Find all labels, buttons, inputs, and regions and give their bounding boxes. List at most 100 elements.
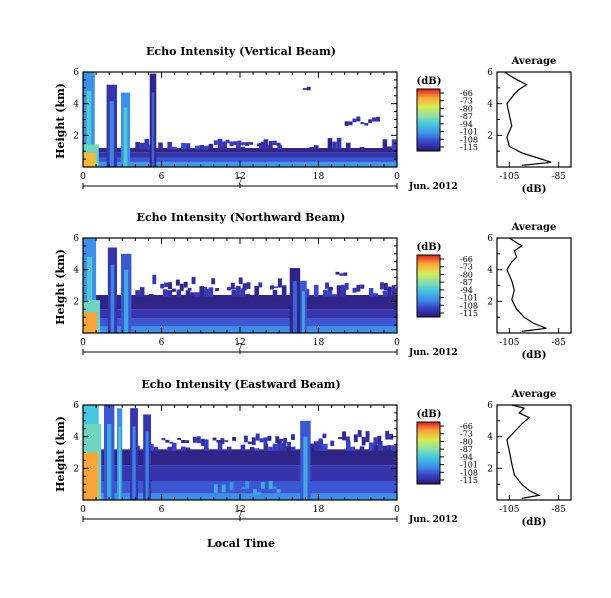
average-profile-panel: Average 2 4 6 -105 -85 (dB): [487, 56, 572, 195]
echo-cell: [254, 285, 259, 297]
echo-layer: [83, 481, 397, 494]
echo-cell: [323, 443, 328, 451]
echo-patch: [233, 141, 238, 146]
echo-cell: [359, 446, 365, 451]
echo-cell: [162, 289, 168, 297]
echo-patch: [232, 436, 237, 441]
echo-patch: [356, 284, 361, 292]
avg-y-tick-label: 4: [487, 266, 493, 276]
echo-plume-core: [292, 281, 298, 333]
y-axis-label: Height (km): [54, 416, 67, 492]
x-tick-label: 0: [80, 338, 86, 348]
colorbar-tick-label: -73: [460, 430, 473, 439]
echo-patch: [268, 140, 273, 146]
average-frame: [496, 237, 572, 334]
echo-layer: [83, 148, 397, 153]
echo-patch: [302, 88, 307, 90]
echo-cell: [341, 287, 346, 297]
surface-core: [83, 312, 98, 333]
echo-patch: [342, 431, 346, 441]
echo-cell: [373, 445, 379, 451]
echo-patch: [383, 282, 388, 291]
echo-patch: [352, 287, 357, 293]
echo-patch: [249, 142, 254, 145]
echo-cell: [258, 143, 264, 150]
echo-patch: [229, 482, 234, 491]
echo-patch: [387, 286, 392, 292]
echo-cell: [268, 446, 273, 451]
echo-cell: [309, 146, 314, 150]
colorbar-tick-label: -101: [460, 294, 478, 303]
echo-patch: [338, 437, 343, 440]
echo-patch: [283, 437, 288, 443]
echo-cell: [190, 292, 195, 297]
echo-patch: [339, 273, 344, 276]
echo-patch: [258, 282, 263, 288]
echo-cell: [167, 446, 172, 451]
echo-patch: [230, 282, 235, 290]
echo-cell: [263, 444, 269, 451]
colorbar-tick-label: -87: [460, 445, 473, 454]
avg-x-tick-label: -105: [499, 172, 519, 182]
colorbar-tick-label: -108: [460, 301, 478, 310]
echo-patch: [245, 142, 250, 146]
echo-cell: [304, 289, 310, 297]
heatmap-cells: [83, 405, 397, 500]
echo-cell: [139, 142, 145, 150]
echo-cell: [199, 286, 205, 297]
heatmap-cells: [83, 72, 397, 167]
colorbar-tick-label: -101: [460, 128, 478, 137]
echo-patch: [200, 438, 205, 446]
heatmap-area: 0 6 12 18 0 2 4 6 7 Jun. 2012: [73, 401, 457, 525]
echo-cell: [332, 294, 337, 297]
avg-y-tick-label: 2: [487, 131, 493, 141]
echo-cell: [272, 290, 278, 297]
echo-cell: [199, 144, 205, 150]
echo-patch: [373, 437, 378, 446]
echo-patch: [268, 480, 273, 490]
echo-patch: [340, 284, 345, 290]
echo-cell: [281, 442, 287, 451]
echo-cell: [313, 284, 319, 297]
echo-cell: [368, 288, 374, 297]
colorbar-tick-label: -115: [460, 143, 478, 152]
echo-layer: [83, 449, 397, 466]
echo-cell: [382, 139, 388, 150]
echo-patch: [322, 433, 327, 439]
echo-patch: [263, 437, 268, 446]
x-tick-label: 0: [394, 505, 400, 515]
echo-patch: [247, 441, 252, 444]
echo-cell: [313, 441, 319, 451]
echo-cell: [277, 440, 282, 451]
colorbar-tick-label: -80: [460, 104, 473, 113]
echo-cell: [153, 446, 159, 451]
echo-layer: [83, 318, 397, 327]
echo-cell: [158, 142, 163, 150]
echo-patch: [253, 489, 258, 495]
echo-patch: [221, 484, 226, 493]
avg-y-tick-label: 2: [487, 464, 493, 474]
echo-plume-core: [145, 431, 149, 500]
day-tick-label: 7: [237, 510, 243, 520]
echo-cell: [149, 444, 154, 451]
echo-patch: [345, 436, 350, 442]
surface-core: [83, 452, 99, 500]
echo-cell: [185, 447, 191, 451]
panel-northward-beam: Echo Intensity (Northward Beam) 0 6 12 18 0 2…: [54, 211, 572, 361]
echo-plume-core: [86, 257, 93, 333]
colorbar-tick-label: -108: [460, 135, 478, 144]
echo-patch: [242, 283, 247, 291]
echo-patch: [306, 86, 311, 91]
echo-cell: [176, 289, 182, 297]
echo-patch: [318, 438, 323, 443]
echo-cell: [171, 442, 177, 451]
echo-patch: [245, 480, 250, 489]
echo-cell: [368, 442, 374, 451]
echo-patch: [376, 116, 380, 122]
echo-patch: [196, 436, 201, 444]
panel-eastward-beam: Echo Intensity (Eastward Beam) 0 6 12 18 0 2 4…: [54, 378, 572, 528]
echo-cell: [135, 141, 140, 150]
echo-cell: [391, 139, 397, 150]
colorbar-tick-label: -80: [460, 437, 473, 446]
